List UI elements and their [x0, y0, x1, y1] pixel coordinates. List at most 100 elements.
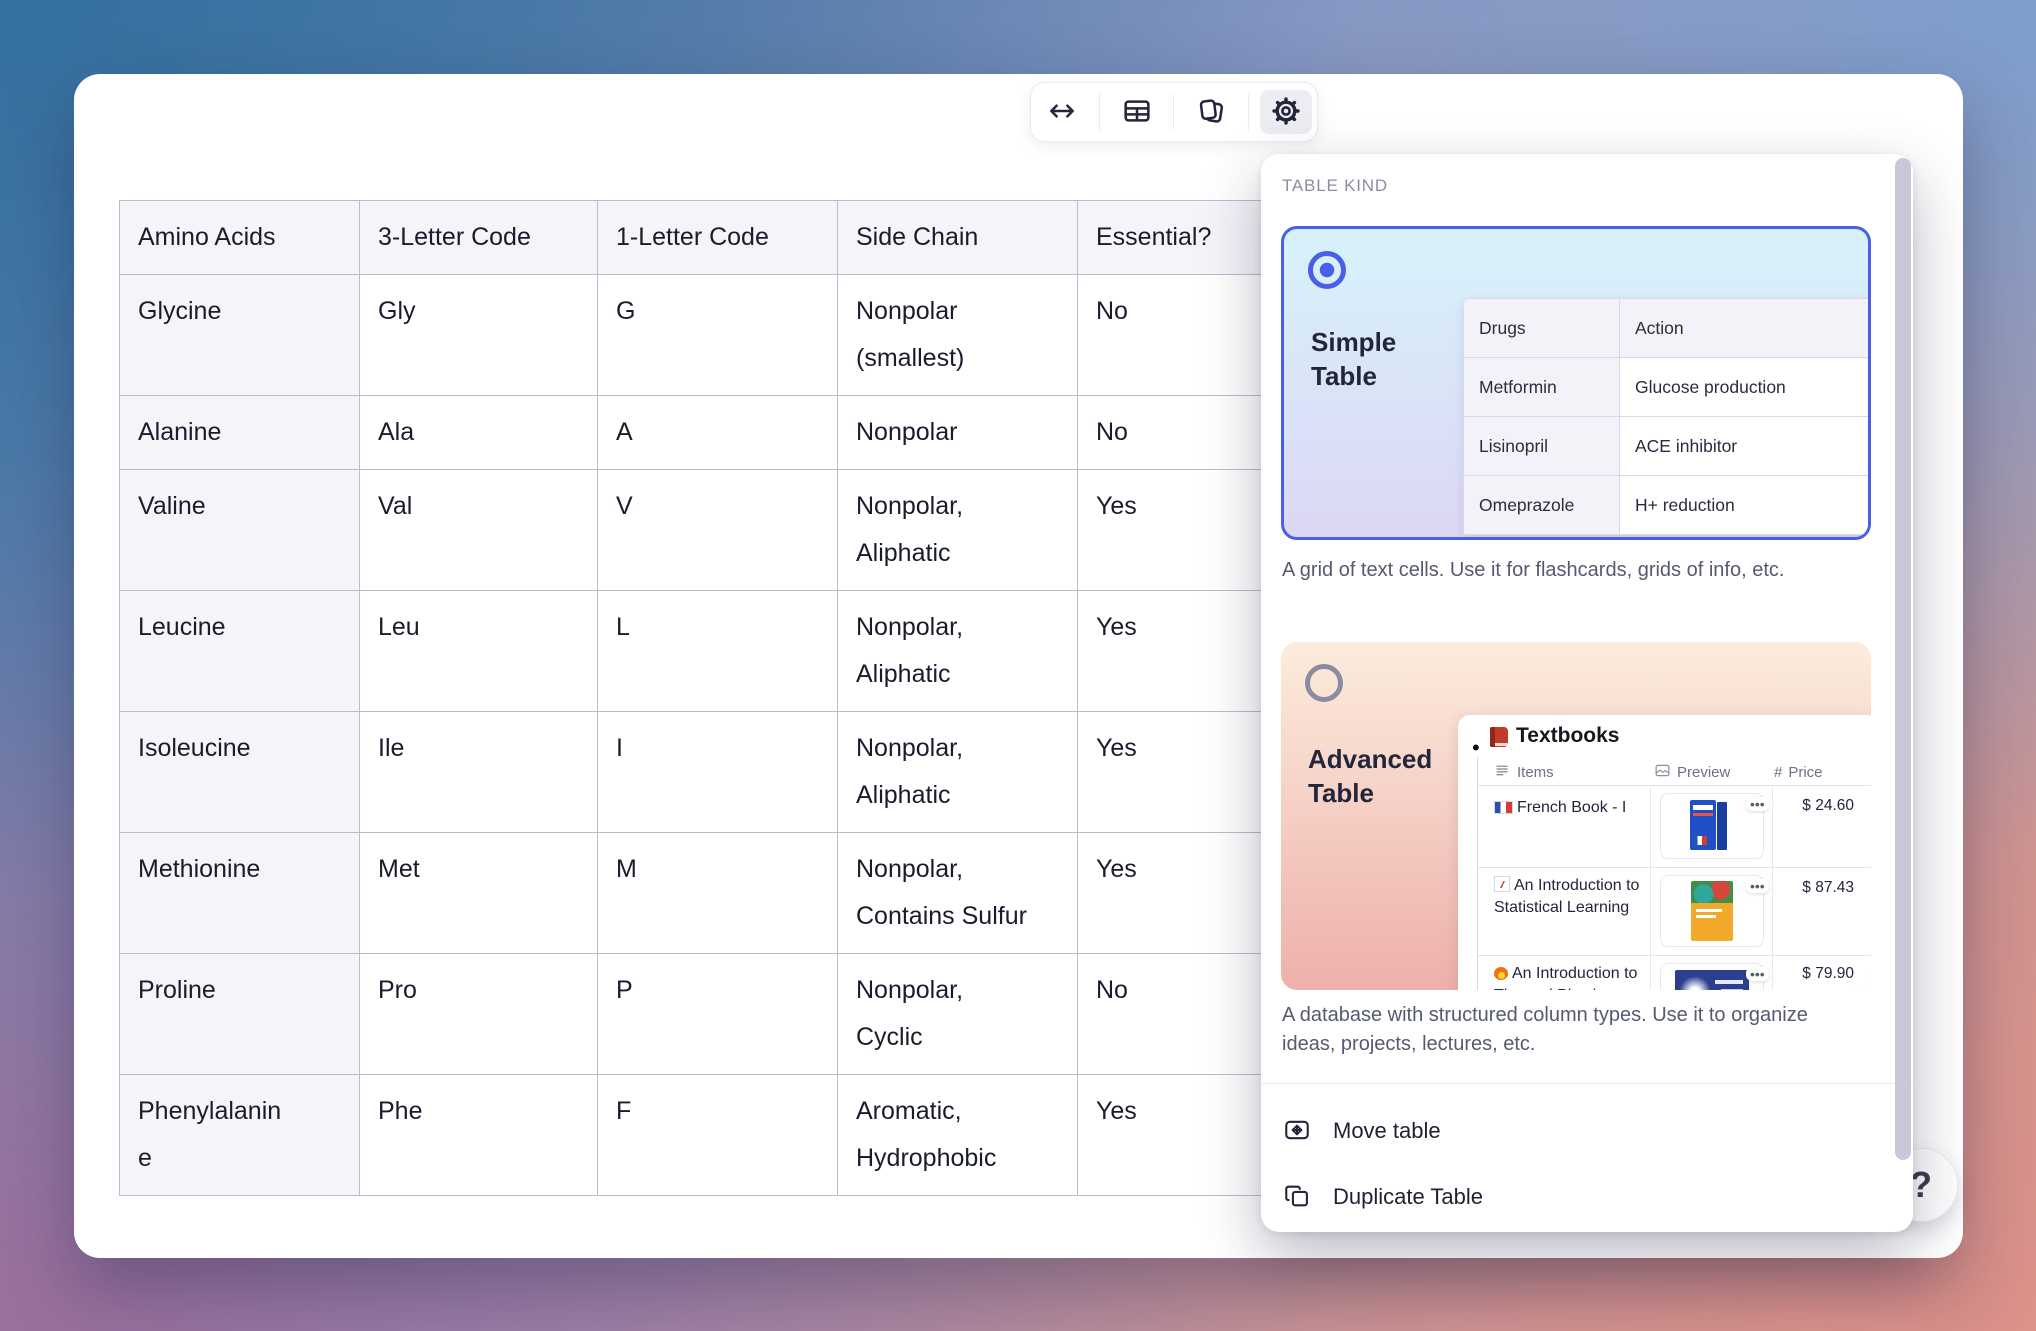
table-cell[interactable]: P — [597, 953, 838, 1075]
table-cell[interactable]: Phe — [359, 1074, 598, 1196]
more-options-icon[interactable]: ••• — [1746, 797, 1769, 811]
preview-db-title: Textbooks — [1516, 724, 1620, 747]
table-cell[interactable]: M — [597, 832, 838, 954]
radio-selected-icon[interactable] — [1308, 251, 1346, 289]
preview-cell: Omeprazole — [1463, 475, 1620, 535]
table-cell[interactable]: Methionine — [119, 832, 360, 954]
table-cell[interactable]: Met — [359, 832, 598, 954]
french-flag-icon — [1494, 801, 1513, 814]
table-icon — [1121, 95, 1153, 130]
table-cell[interactable]: Leucine — [119, 590, 360, 712]
table-cell[interactable]: Glycine — [119, 274, 360, 396]
table-cell[interactable]: A — [597, 395, 838, 470]
db-row-thumbnail — [1660, 875, 1764, 947]
table-cell[interactable]: Nonpolar, Aliphatic — [837, 469, 1078, 591]
table-cell[interactable]: Phenylalanine — [119, 1074, 360, 1196]
copy-icon — [1195, 95, 1227, 130]
amino-acids-table: Amino Acids 3-Letter Code 1-Letter Code … — [119, 200, 1318, 1196]
option-label: Simple Table — [1311, 327, 1397, 391]
table-cell[interactable]: Nonpolar (smallest) — [837, 274, 1078, 396]
table-cell[interactable]: Leu — [359, 590, 598, 712]
table-cell[interactable]: F — [597, 1074, 838, 1196]
option-advanced-table[interactable]: Advanced Table • Textbooks Items — [1281, 642, 1871, 990]
preview-cell: Glucose production — [1619, 357, 1868, 417]
table-layout-button[interactable] — [1111, 90, 1163, 134]
move-table-menu-item[interactable]: Move table — [1269, 1100, 1889, 1162]
table-cell[interactable]: Nonpolar, Contains Sulfur — [837, 832, 1078, 954]
table-cell[interactable]: L — [597, 590, 838, 712]
table-cell[interactable]: Pro — [359, 953, 598, 1075]
table-toolbar — [1030, 82, 1318, 142]
table-cell[interactable]: Nonpolar, Aliphatic — [837, 711, 1078, 833]
divider — [1477, 955, 1871, 956]
db-row-price: $ 87.43 — [1802, 879, 1854, 896]
column-header[interactable]: 1-Letter Code — [597, 200, 838, 275]
more-options-icon[interactable]: ••• — [1746, 879, 1769, 893]
db-row-price: $ 24.60 — [1802, 797, 1854, 814]
column-header[interactable]: Side Chain — [837, 200, 1078, 275]
table-cell[interactable]: Gly — [359, 274, 598, 396]
table-row: Proline Pro P Nonpolar, Cyclic No — [119, 953, 1318, 1075]
settings-button[interactable] — [1259, 90, 1312, 134]
table-cell[interactable]: Nonpolar, Aliphatic — [837, 590, 1078, 712]
option-simple-table[interactable]: Simple Table Drugs Action Metformin Gluc… — [1281, 226, 1871, 540]
table-cell[interactable]: G — [597, 274, 838, 396]
table-row: Isoleucine Ile I Nonpolar, Aliphatic Yes — [119, 711, 1318, 833]
more-options-icon[interactable]: ••• — [1746, 967, 1769, 981]
menu-item-label: Move table — [1333, 1118, 1441, 1143]
table-row: Leucine Leu L Nonpolar, Aliphatic Yes — [119, 590, 1318, 712]
hash-icon: # — [1774, 763, 1783, 781]
duplicate-table-menu-item[interactable]: Duplicate Table — [1269, 1166, 1889, 1228]
table-row: Phenylalanine Phe F Aromatic, Hydrophobi… — [119, 1074, 1318, 1196]
table-cell[interactable]: I — [597, 711, 838, 833]
preview-header: Action — [1619, 298, 1868, 358]
db-row-item: French Book - I — [1494, 797, 1646, 819]
toolbar-divider — [1173, 94, 1175, 130]
table-row: Valine Val V Nonpolar, Aliphatic Yes — [119, 469, 1318, 591]
chart-up-icon — [1494, 876, 1510, 892]
table-cell[interactable]: Nonpolar — [837, 395, 1078, 470]
radio-unselected-icon[interactable] — [1305, 664, 1343, 702]
toolbar-divider — [1247, 94, 1249, 130]
db-column-items: Items — [1494, 759, 1554, 785]
duplicate-button[interactable] — [1185, 90, 1237, 134]
column-header[interactable]: 3-Letter Code — [359, 200, 598, 275]
divider — [1477, 757, 1478, 990]
image-icon — [1654, 762, 1671, 783]
table-row: Glycine Gly G Nonpolar (smallest) No — [119, 274, 1318, 396]
table-row: Methionine Met M Nonpolar, Contains Sulf… — [119, 832, 1318, 954]
menu-item-label: Duplicate Table — [1333, 1184, 1484, 1209]
preview-cell: Metformin — [1463, 357, 1620, 417]
table-cell[interactable]: Isoleucine — [119, 711, 360, 833]
table-row: Alanine Ala A Nonpolar No — [119, 395, 1318, 470]
section-label: TABLE KIND — [1282, 176, 1388, 195]
table-cell[interactable]: Val — [359, 469, 598, 591]
db-column-price: # Price — [1774, 763, 1823, 781]
table-cell[interactable]: Ala — [359, 395, 598, 470]
table-cell[interactable]: Valine — [119, 469, 360, 591]
fire-icon — [1494, 963, 1508, 980]
option-label: Advanced Table — [1308, 744, 1433, 808]
column-header[interactable]: Amino Acids — [119, 200, 360, 275]
divider — [1261, 1083, 1913, 1084]
advanced-table-description: A database with structured column types.… — [1282, 1004, 1808, 1055]
table-cell[interactable]: Alanine — [119, 395, 360, 470]
table-cell[interactable]: Aromatic, Hydrophobic — [837, 1074, 1078, 1196]
table-cell[interactable]: V — [597, 469, 838, 591]
table-header-row: Amino Acids 3-Letter Code 1-Letter Code … — [119, 200, 1318, 275]
text-lines-icon — [1494, 762, 1511, 783]
table-cell[interactable]: Proline — [119, 953, 360, 1075]
table-cell[interactable]: Nonpolar, Cyclic — [837, 953, 1078, 1075]
simple-table-preview: Drugs Action Metformin Glucose productio… — [1463, 298, 1868, 535]
db-column-preview: Preview — [1654, 759, 1730, 785]
gear-icon — [1270, 95, 1302, 130]
preview-cell: ACE inhibitor — [1619, 416, 1868, 476]
red-book-icon — [1488, 726, 1510, 748]
divider — [1477, 785, 1871, 786]
resize-horizontal-button[interactable] — [1036, 90, 1088, 134]
simple-table-description: A grid of text cells. Use it for flashca… — [1282, 559, 1785, 581]
move-table-icon — [1283, 1116, 1311, 1147]
table-cell[interactable]: Ile — [359, 711, 598, 833]
popover-scrollbar[interactable] — [1895, 158, 1911, 1160]
